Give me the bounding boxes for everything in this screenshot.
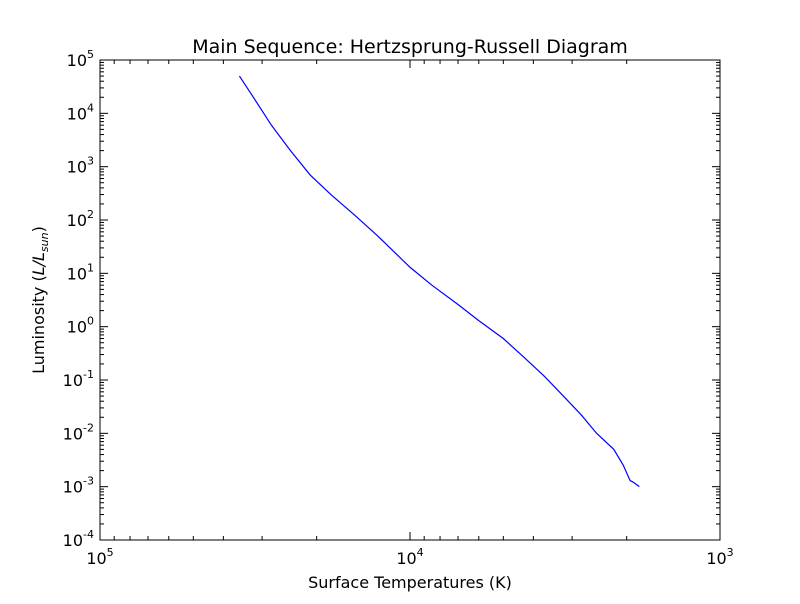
ticks-layer <box>99 59 721 541</box>
y-axis-label: Luminosity (L/Lsun) <box>29 226 51 374</box>
y-tick-label: 102 <box>67 208 94 230</box>
y-axis-label-text: Luminosity <box>29 287 48 374</box>
svg-text:Luminosity (L/Lsun): Luminosity (L/Lsun) <box>29 226 51 374</box>
y-tick-label: 104 <box>67 101 94 123</box>
y-tick-label: 10-2 <box>63 421 94 443</box>
x-tick-label: 105 <box>86 546 113 568</box>
y-tick-label: 100 <box>67 315 94 337</box>
y-tick-label: 103 <box>67 155 94 177</box>
y-tick-label: 10-1 <box>63 368 94 390</box>
y-tick-label: 10-3 <box>63 475 94 497</box>
y-axis-label-math-sub: sun <box>38 232 51 252</box>
plot-frame <box>99 59 721 541</box>
tick-labels-layer: 105 104 103 105 104 103 102 101 100 10-1 10-2 10-3 1… <box>63 48 734 568</box>
chart-title: Main Sequence: Hertzsprung-Russell Diagr… <box>192 36 628 58</box>
x-tick-label: 103 <box>706 546 733 568</box>
x-axis-label: Surface Temperatures (K) <box>308 573 512 592</box>
y-tick-label: 10-4 <box>63 528 94 550</box>
main-sequence-line <box>238 75 640 488</box>
y-axis-label-paren-open: ( <box>29 275 48 286</box>
y-tick-label: 105 <box>67 48 94 70</box>
series-layer <box>238 75 640 488</box>
y-axis-label-paren-close: ) <box>29 226 48 232</box>
x-tick-label: 104 <box>396 546 423 568</box>
y-axis-label-math: L/L <box>29 252 48 275</box>
y-tick-label: 101 <box>67 261 94 283</box>
